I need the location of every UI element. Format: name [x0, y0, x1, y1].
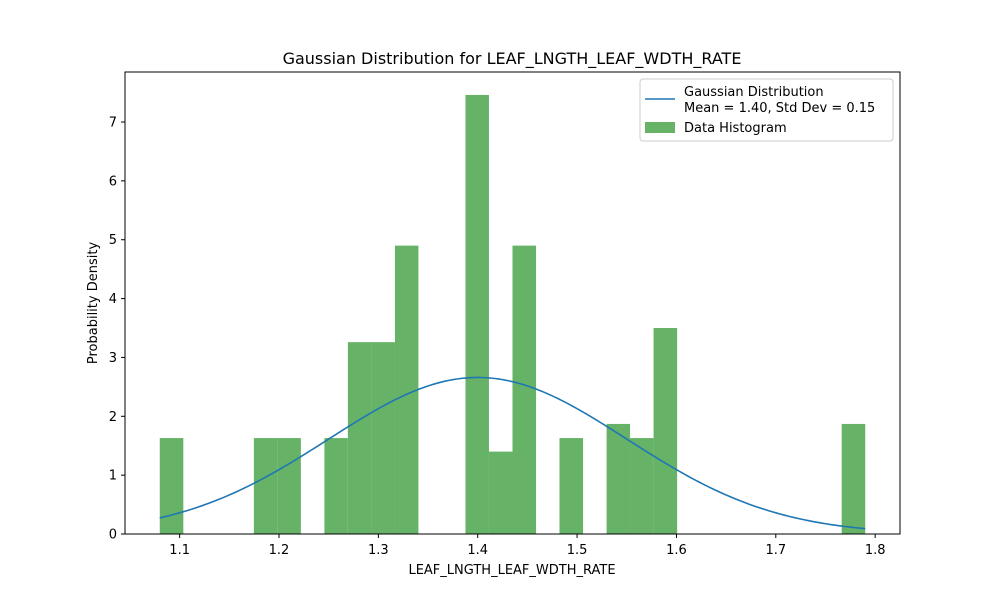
- axes-frame: [124, 71, 901, 535]
- x-tick-label: 1.3: [368, 543, 389, 558]
- x-axis-ticks: 1.1 1.2 1.3 1.4 1.5 1.6 1.7 1.8: [169, 534, 886, 558]
- histogram-bar: [347, 342, 372, 534]
- histogram-bar: [465, 94, 489, 534]
- histogram-bars: [159, 94, 866, 534]
- legend-histogram-label: Data Histogram: [684, 121, 787, 136]
- y-axis-label: Probability Density: [86, 242, 101, 365]
- histogram-bar: [488, 451, 513, 534]
- gaussian-curve: [159, 376, 866, 530]
- x-tick-label: 1.6: [666, 543, 687, 558]
- y-tick-label: 6: [109, 174, 117, 189]
- x-tick-label: 1.5: [567, 543, 588, 558]
- chart-title: Gaussian Distribution for LEAF_LNGTH_LEA…: [283, 49, 742, 69]
- histogram-bar: [253, 438, 278, 534]
- x-tick-label: 1.2: [269, 543, 290, 558]
- legend: Gaussian Distribution Mean = 1.40, Std D…: [639, 78, 894, 142]
- x-tick-label: 1.8: [865, 543, 886, 558]
- y-tick-label: 1: [109, 469, 117, 484]
- y-tick-label: 2: [109, 410, 117, 425]
- histogram-bar: [371, 342, 395, 534]
- x-tick-label: 1.4: [467, 543, 488, 558]
- y-tick-label: 0: [109, 528, 117, 543]
- y-tick-label: 7: [109, 116, 117, 131]
- histogram-bar: [841, 423, 866, 534]
- histogram-bar: [512, 245, 537, 534]
- y-axis-ticks: 0 1 2 3 4 5 6 7: [109, 116, 125, 543]
- y-tick-label: 3: [109, 351, 117, 366]
- histogram-bar: [559, 438, 584, 534]
- histogram-bar: [159, 438, 184, 534]
- histogram-bar: [324, 438, 348, 534]
- legend-gaussian-stats: Mean = 1.40, Std Dev = 0.15: [684, 101, 875, 116]
- x-tick-label: 1.7: [765, 543, 786, 558]
- legend-histogram-swatch: [645, 122, 675, 133]
- histogram-bar: [630, 438, 654, 534]
- histogram-bar: [277, 438, 301, 534]
- histogram-bar: [606, 423, 631, 534]
- x-axis-label: LEAF_LNGTH_LEAF_WDTH_RATE: [408, 563, 615, 578]
- y-tick-label: 4: [109, 292, 117, 307]
- x-tick-label: 1.1: [169, 543, 190, 558]
- histogram-bar: [394, 245, 419, 534]
- y-tick-label: 5: [109, 233, 117, 248]
- legend-box: [639, 78, 894, 142]
- legend-gaussian-label: Gaussian Distribution: [684, 85, 824, 100]
- gaussian-curve-layer: [159, 376, 866, 530]
- histogram-bar: [653, 328, 678, 534]
